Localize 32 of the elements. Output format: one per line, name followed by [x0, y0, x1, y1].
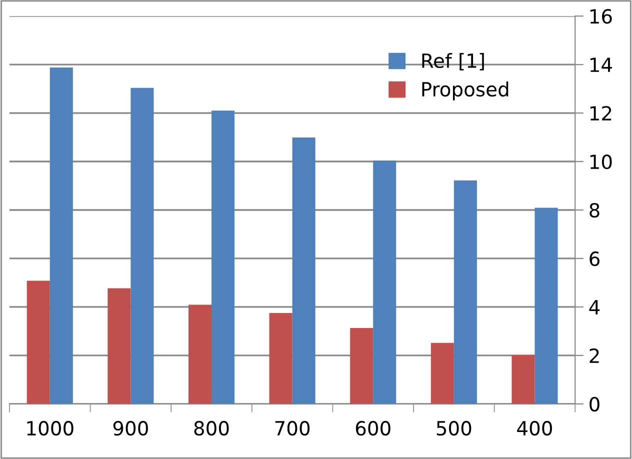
bar: [454, 180, 477, 404]
bar: [188, 304, 212, 404]
bar: [350, 328, 374, 404]
bar: [211, 110, 235, 404]
y-tick-label: 0: [590, 396, 600, 412]
bar: [26, 280, 50, 404]
x-tick-label: 1000: [27, 420, 74, 436]
bar: [430, 342, 454, 404]
x-tick-label: 500: [436, 420, 472, 436]
y-tick-label: 10: [590, 154, 612, 170]
y-tick-label: 16: [590, 9, 612, 24]
y-tick-label: 4: [589, 300, 600, 314]
x-tick-label: 400: [517, 420, 552, 436]
bar: [373, 160, 396, 404]
bar: [50, 67, 73, 404]
bar: [108, 288, 131, 404]
y-tick-label: 12: [590, 106, 612, 120]
y-tick-label: 6: [590, 251, 600, 266]
x-tick-label: 600: [356, 420, 390, 436]
bar: [534, 208, 558, 404]
bar: [130, 88, 154, 404]
y-tick-label: 14: [590, 58, 612, 72]
y-tick-label: 8: [590, 202, 600, 218]
x-tick-label: 900: [113, 420, 148, 436]
legend-label: Ref [1]: [422, 53, 484, 70]
bar: [292, 138, 316, 404]
x-tick-label: 700: [275, 420, 310, 436]
y-tick-label: 2: [590, 348, 599, 363]
bar: [269, 313, 292, 404]
legend-label: Proposed: [422, 82, 508, 100]
x-tick-label: 800: [194, 420, 229, 436]
bar: [512, 354, 535, 404]
